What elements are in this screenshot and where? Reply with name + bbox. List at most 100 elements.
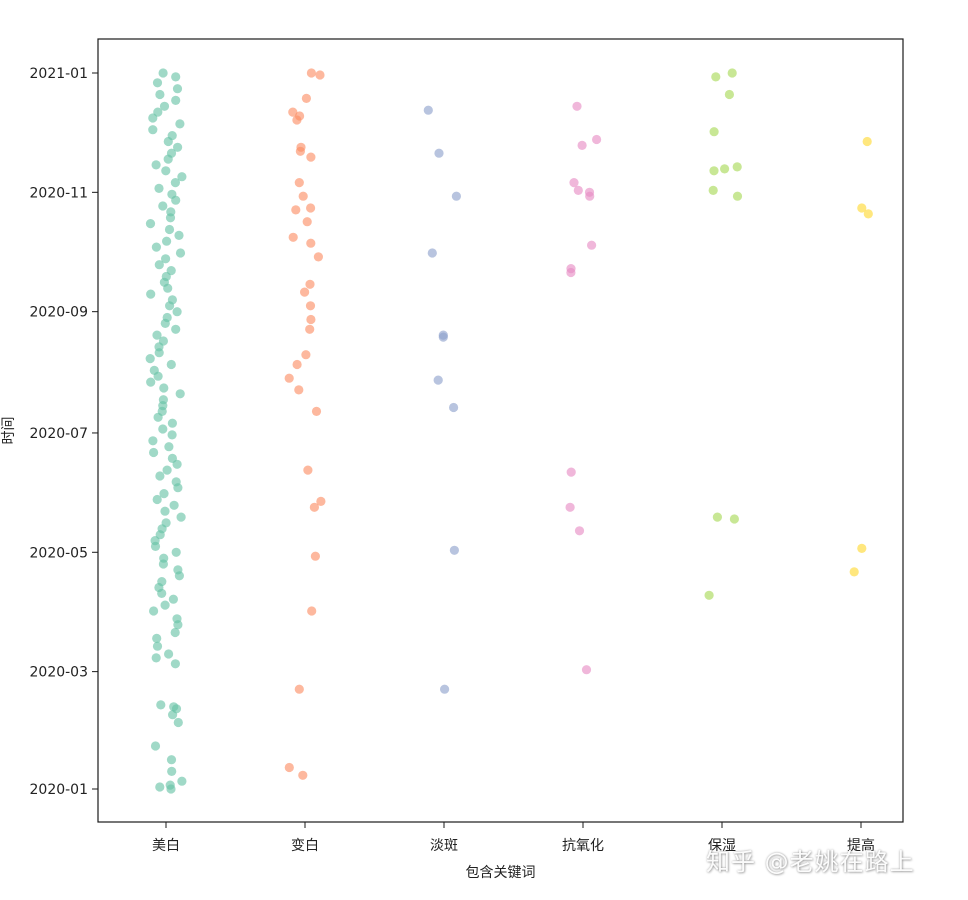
data-point [566, 467, 576, 477]
data-point [153, 107, 163, 117]
data-point [154, 183, 164, 193]
data-point [173, 565, 183, 575]
data-point [177, 776, 187, 786]
data-point [160, 506, 170, 516]
data-point [151, 160, 161, 170]
x-tick-label: 提高 [847, 837, 875, 854]
data-point [584, 187, 595, 197]
data-point [159, 489, 169, 499]
data-point [300, 287, 310, 297]
y-tick-label: 2020-03 [30, 665, 89, 681]
data-point [292, 359, 302, 370]
data-point [167, 430, 177, 440]
data-point [170, 627, 180, 638]
data-point [574, 526, 585, 536]
data-point [862, 136, 872, 147]
data-point [301, 350, 311, 360]
data-point [303, 465, 313, 475]
data-point [305, 279, 315, 289]
data-point [166, 148, 177, 158]
data-point [573, 185, 583, 195]
data-point [164, 224, 175, 235]
data-point [167, 295, 177, 305]
data-point [732, 162, 742, 172]
data-point [152, 494, 162, 505]
data-point [164, 649, 174, 659]
data-point [298, 191, 308, 201]
data-point [423, 105, 433, 115]
data-point [316, 496, 326, 506]
x-tick-label: 淡斑 [430, 838, 458, 854]
data-point [164, 442, 174, 452]
data-point [169, 500, 179, 510]
data-point [167, 766, 177, 777]
data-point [302, 217, 312, 227]
data-point [167, 453, 177, 463]
data-point [158, 68, 168, 78]
data-point [158, 424, 168, 434]
data-point [451, 191, 461, 201]
data-point [150, 741, 161, 751]
data-point [301, 93, 311, 103]
data-point [159, 101, 170, 111]
data-point [167, 418, 177, 428]
data-point [166, 266, 176, 276]
data-point [572, 101, 582, 111]
data-point [177, 172, 187, 182]
y-tick-label: 2020-07 [30, 426, 89, 442]
data-point [171, 477, 181, 487]
data-point [709, 127, 719, 137]
data-point [712, 512, 723, 522]
watermark: 知乎 @老姚在路上 [706, 848, 915, 876]
data-point [863, 209, 873, 219]
data-point [176, 512, 186, 522]
data-point [849, 567, 859, 577]
data-point [166, 207, 176, 217]
data-point [704, 590, 714, 600]
data-point [146, 289, 156, 299]
data-point [175, 119, 185, 129]
data-point [566, 264, 576, 274]
data-point [171, 547, 181, 557]
data-point [152, 78, 163, 88]
data-point [167, 131, 177, 141]
data-point [162, 312, 172, 323]
data-point [148, 125, 158, 135]
data-point [145, 354, 155, 364]
data-point [309, 502, 319, 512]
data-point [169, 702, 179, 712]
data-point [172, 307, 182, 317]
data-point [315, 70, 325, 80]
data-point [433, 375, 443, 385]
data-point [708, 185, 718, 195]
data-point [166, 755, 177, 765]
data-point [294, 385, 304, 395]
data-point [857, 543, 867, 554]
data-point [172, 614, 182, 624]
data-point [151, 242, 161, 252]
data-point [149, 447, 159, 458]
data-point [156, 700, 166, 710]
data-point [158, 336, 168, 346]
data-point [724, 89, 735, 100]
data-point [152, 330, 162, 340]
data-point [294, 178, 304, 188]
data-point [306, 314, 316, 325]
data-point [173, 717, 183, 728]
x-tick-label: 美白 [152, 838, 180, 854]
data-point [449, 402, 459, 413]
data-point [145, 219, 156, 229]
data-point [438, 330, 448, 340]
data-point [175, 248, 186, 258]
data-point [171, 324, 181, 334]
data-point [305, 301, 316, 311]
data-point [440, 684, 450, 694]
x-axis-label: 包含关键词 [466, 865, 536, 881]
data-point [148, 436, 158, 446]
data-point [732, 191, 743, 201]
data-point [294, 684, 304, 694]
data-point [449, 545, 459, 555]
data-point [569, 178, 579, 188]
data-point [307, 606, 317, 616]
